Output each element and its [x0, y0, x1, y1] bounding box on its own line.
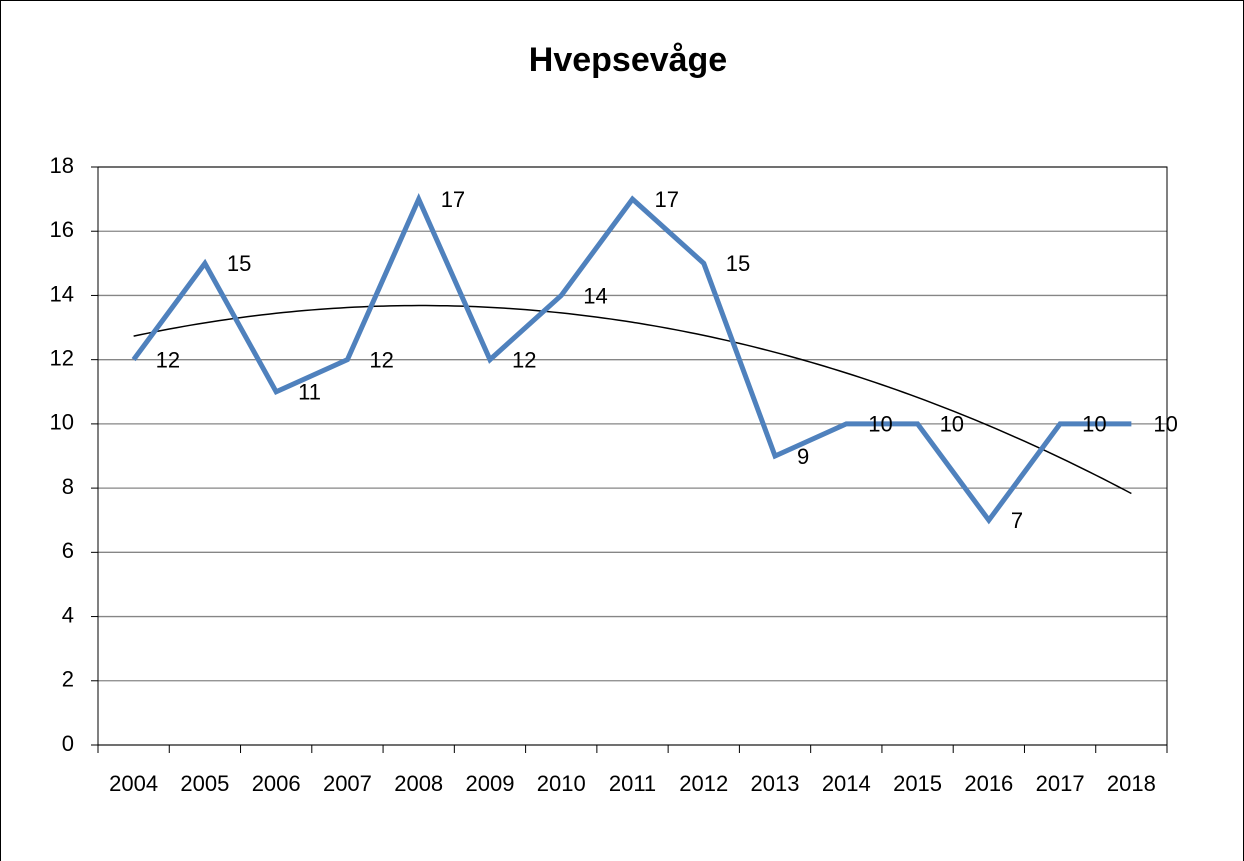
x-tick-label: 2006 [252, 771, 301, 796]
x-tick-label: 2013 [751, 771, 800, 796]
data-label: 12 [369, 347, 393, 372]
x-tick-label: 2012 [679, 771, 728, 796]
data-label: 9 [797, 444, 809, 469]
y-tick-label: 4 [62, 602, 74, 627]
y-tick-label: 14 [50, 281, 74, 306]
x-tick-label: 2004 [109, 771, 158, 796]
trendline [133, 304, 1132, 495]
data-line [131, 192, 1132, 525]
x-tick-label: 2008 [394, 771, 443, 796]
x-tick-label: 2014 [822, 771, 871, 796]
data-label: 10 [940, 412, 964, 437]
data-label: 10 [868, 412, 892, 437]
x-tick-label: 2018 [1107, 771, 1156, 796]
plot-border [97, 166, 1168, 746]
data-label: 7 [1011, 508, 1023, 533]
data-label: 17 [441, 187, 465, 212]
y-tick-label: 10 [50, 410, 74, 435]
data-label: 10 [1082, 412, 1106, 437]
y-tick-label: 6 [62, 538, 74, 563]
data-label: 11 [298, 380, 321, 405]
y-tick-label: 18 [50, 153, 74, 178]
x-tick-label: 2010 [537, 771, 586, 796]
x-tick-label: 2015 [893, 771, 942, 796]
x-tick-label: 2016 [964, 771, 1013, 796]
y-tick-label: 12 [50, 345, 74, 370]
y-tick-label: 2 [62, 667, 74, 692]
data-label: 14 [583, 283, 607, 308]
data-label: 10 [1153, 412, 1177, 437]
y-tick-label: 0 [62, 731, 74, 756]
data-label: 12 [156, 347, 180, 372]
data-label: 12 [512, 347, 536, 372]
chart-title: Hvepsevåge [529, 41, 727, 79]
y-tick-label: 8 [62, 474, 74, 499]
x-tick-label: 2005 [180, 771, 229, 796]
y-tick-label: 16 [50, 217, 74, 242]
x-tick-label: 2007 [323, 771, 372, 796]
data-label: 15 [227, 251, 251, 276]
data-label: 15 [726, 251, 750, 276]
x-tick-label: 2011 [609, 771, 656, 796]
x-tick-label: 2009 [465, 771, 514, 796]
x-tick-label: 2017 [1036, 771, 1085, 796]
data-label: 17 [655, 187, 679, 212]
